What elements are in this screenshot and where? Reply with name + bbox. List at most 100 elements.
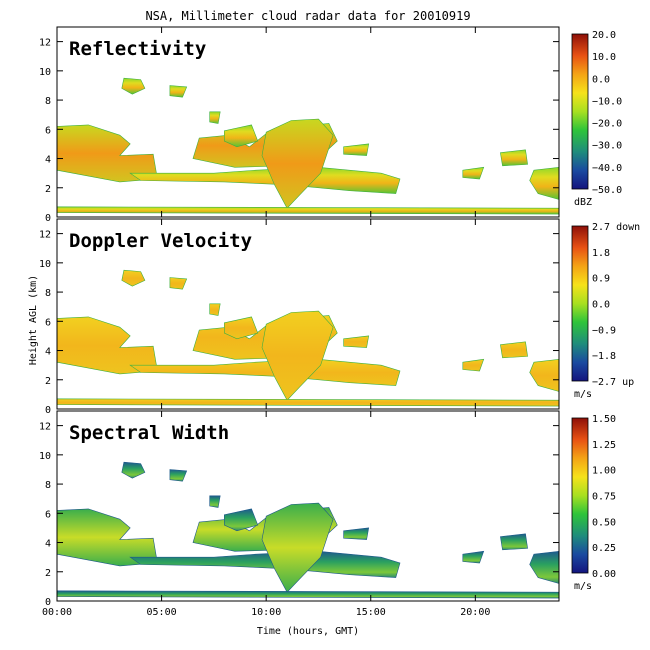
panel-2: Doppler Velocity 0 2 4 6 8 10 12 2.7 down 1.8 0.9 0… <box>39 218 640 416</box>
echo-region <box>56 124 158 183</box>
panel-title: Doppler Velocity <box>69 230 252 252</box>
colorbar <box>571 33 589 190</box>
y-tick-label: 12 <box>39 230 51 241</box>
echo-region <box>56 316 158 375</box>
colorbar-tick-label: −40.0 <box>592 163 622 174</box>
y-tick-label: 2 <box>45 184 51 195</box>
echo-region <box>500 533 528 551</box>
y-tick-label: 8 <box>45 288 51 299</box>
echo-region <box>56 590 560 599</box>
y-axis-label: Height AGL (km) <box>28 275 39 365</box>
colorbar-tick-label: 0.00 <box>592 569 616 580</box>
echo-region <box>462 550 485 564</box>
echo-region <box>209 111 221 124</box>
x-tick-label: 15:00 <box>356 607 386 618</box>
colorbar-tick-label: 1.25 <box>592 440 616 451</box>
echo-region <box>56 508 158 567</box>
echo-region <box>529 358 560 392</box>
echo-region <box>209 495 221 508</box>
colorbar-tick-label: −0.9 <box>592 325 616 336</box>
x-tick-label: 20:00 <box>460 607 490 618</box>
echo-region <box>500 341 528 359</box>
x-tick-label: 10:00 <box>251 607 281 618</box>
plot-frame <box>56 26 560 218</box>
plot-frame <box>56 218 560 410</box>
colorbar-tick-label: 0.9 <box>592 274 610 285</box>
colorbar-unit: m/s <box>574 389 592 400</box>
colorbar-tick-label: 1.50 <box>592 414 616 425</box>
colorbar-tick-label: −20.0 <box>592 119 622 130</box>
echo-region <box>261 118 334 209</box>
colorbar-tick-label: 1.00 <box>592 466 616 477</box>
y-tick-label: 6 <box>45 125 51 136</box>
echo-region <box>121 461 146 479</box>
echo-region <box>121 269 146 287</box>
echo-region <box>529 550 560 584</box>
y-tick-label: 10 <box>39 259 51 270</box>
colorbar-tick-label: 2.7 down <box>592 222 640 233</box>
echo-region <box>462 358 485 372</box>
colorbar-tick-label: −1.8 <box>592 351 616 362</box>
y-tick-label: 6 <box>45 317 51 328</box>
echo-region <box>224 124 259 148</box>
echo-region <box>169 85 188 98</box>
colorbar <box>571 225 589 382</box>
echo-region <box>209 303 221 316</box>
colorbar-tick-label: 0.50 <box>592 517 616 528</box>
echo-region <box>169 469 188 482</box>
y-tick-label: 4 <box>45 155 51 166</box>
colorbar-tick-label: 0.25 <box>592 543 616 554</box>
echo-region <box>56 398 560 407</box>
colorbar-tick-label: 10.0 <box>592 52 616 63</box>
y-tick-label: 2 <box>45 568 51 579</box>
echo-region <box>129 166 401 194</box>
colorbar-tick-label: 0.0 <box>592 74 610 85</box>
echo-region <box>261 310 334 401</box>
y-tick-label: 4 <box>45 539 51 550</box>
y-tick-label: 12 <box>39 38 51 49</box>
colorbar-tick-label: −50.0 <box>592 185 622 196</box>
echo-region <box>462 166 485 180</box>
y-tick-label: 0 <box>45 213 51 224</box>
panel-1: Reflectivity 0 2 4 6 8 10 12 20.0 10.0 0.0 −10.0 −20… <box>39 26 622 224</box>
y-tick-label: 4 <box>45 347 51 358</box>
y-tick-label: 0 <box>45 405 51 416</box>
echo-region <box>169 277 188 290</box>
colorbar-unit: m/s <box>574 581 592 592</box>
echo-region <box>129 550 401 578</box>
y-tick-label: 8 <box>45 96 51 107</box>
echo-region <box>121 77 146 95</box>
echo-region <box>529 166 560 200</box>
figure-title: NSA, Millimeter cloud radar data for 200… <box>145 9 470 23</box>
y-tick-label: 10 <box>39 67 51 78</box>
echo-region <box>224 508 259 532</box>
y-tick-label: 6 <box>45 509 51 520</box>
colorbar-tick-label: 1.8 <box>592 248 610 259</box>
colorbar-tick-label: 0.75 <box>592 492 616 503</box>
panel-title: Spectral Width <box>69 422 229 444</box>
colorbar <box>571 417 589 574</box>
y-tick-label: 12 <box>39 422 51 433</box>
colorbar-tick-label: 20.0 <box>592 30 616 41</box>
y-tick-label: 2 <box>45 376 51 387</box>
colorbar-unit: dBZ <box>574 197 592 208</box>
panel-3: Spectral Width 0 2 4 6 8 10 12 00:00 05:00 10:00 15… <box>39 410 616 618</box>
echo-region <box>500 149 528 167</box>
colorbar-tick-label: 0.0 <box>592 300 610 311</box>
x-axis-label: Time (hours, GMT) <box>257 626 359 637</box>
plot-frame <box>56 410 560 602</box>
x-tick-label: 00:00 <box>42 607 72 618</box>
echo-region <box>343 335 370 348</box>
panel-title: Reflectivity <box>69 38 206 60</box>
echo-region <box>129 358 401 386</box>
echo-region <box>343 527 370 540</box>
echo-region <box>224 316 259 340</box>
y-tick-label: 8 <box>45 480 51 491</box>
echo-region <box>56 206 560 215</box>
colorbar-tick-label: −2.7 up <box>592 377 634 388</box>
y-tick-label: 10 <box>39 451 51 462</box>
echo-region <box>343 143 370 156</box>
x-tick-label: 05:00 <box>147 607 177 618</box>
